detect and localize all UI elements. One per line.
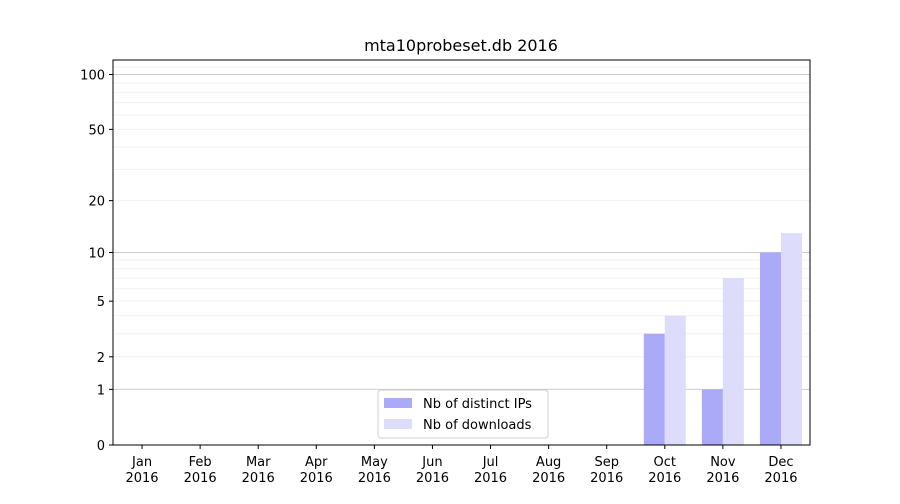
y-tick-label: 0: [97, 439, 105, 454]
x-tick-label-month: Nov: [710, 455, 736, 470]
x-tick-label-year: 2016: [358, 471, 391, 486]
x-tick-label-month: Aug: [536, 455, 561, 470]
y-tick-label: 50: [88, 123, 105, 138]
x-tick-label-month: Feb: [189, 455, 212, 470]
x-tick-label-year: 2016: [590, 471, 623, 486]
y-tick-label: 5: [97, 295, 105, 310]
x-tick-label-year: 2016: [416, 471, 449, 486]
x-tick-label-year: 2016: [706, 471, 739, 486]
x-tick-label-year: 2016: [648, 471, 681, 486]
x-tick-label-month: Mar: [246, 455, 271, 470]
x-tick-label-year: 2016: [474, 471, 507, 486]
x-tick-label-month: Jan: [131, 455, 152, 470]
x-axis: Jan2016Feb2016Mar2016Apr2016May2016Jun20…: [125, 445, 798, 486]
bar-downloads: [664, 315, 686, 445]
legend-box: [377, 389, 549, 439]
x-tick-label-year: 2016: [532, 471, 565, 486]
bar-distinct-ips: [701, 389, 723, 445]
legend-swatch-ips: [384, 398, 412, 408]
bar-downloads: [722, 278, 744, 445]
chart-title: mta10probeset.db 2016: [364, 36, 558, 55]
x-tick-label-month: Dec: [768, 455, 793, 470]
legend: Nb of distinct IPs Nb of downloads: [377, 389, 549, 439]
grid-layer: [113, 59, 810, 390]
legend-label-ips: Nb of distinct IPs: [423, 397, 532, 412]
legend-label-downloads: Nb of downloads: [423, 418, 532, 433]
x-tick-label-month: Jul: [482, 455, 499, 470]
x-tick-label-year: 2016: [125, 471, 158, 486]
x-tick-label-year: 2016: [300, 471, 333, 486]
y-tick-label: 1: [97, 383, 105, 398]
y-tick-label: 20: [88, 195, 105, 210]
x-tick-label-year: 2016: [184, 471, 217, 486]
x-tick-label-month: Jun: [421, 455, 442, 470]
x-tick-label-month: May: [361, 455, 388, 470]
x-tick-label-month: Sep: [594, 455, 619, 470]
legend-swatch-downloads: [384, 419, 412, 429]
y-tick-label: 2: [97, 351, 105, 366]
bar-downloads: [780, 233, 802, 445]
bar-layer: [643, 233, 802, 445]
bar-distinct-ips: [759, 252, 781, 445]
x-tick-label-year: 2016: [242, 471, 275, 486]
x-tick-label-month: Apr: [305, 455, 328, 470]
y-axis: 0 1 2 5 10 20 50 100: [80, 69, 113, 454]
bar-distinct-ips: [643, 333, 665, 445]
y-tick-label: 100: [80, 69, 105, 84]
x-tick-label-month: Oct: [654, 455, 676, 470]
y-tick-label: 10: [88, 247, 105, 262]
x-tick-label-year: 2016: [764, 471, 797, 486]
